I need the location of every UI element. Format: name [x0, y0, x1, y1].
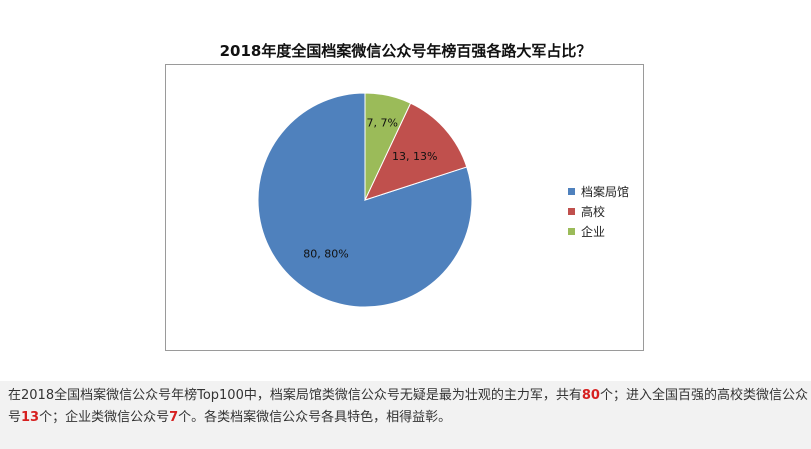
pie-chart: 80, 80% 13, 13% 7, 7% [257, 92, 473, 308]
pie-data-label-2: 7, 7% [367, 117, 398, 130]
pie-slice-1 [364, 102, 468, 201]
description-text: 在2018全国档案微信公众号年榜Top100中，档案局馆类微信公众号无疑是最为壮… [0, 381, 811, 429]
description-part-1: 在2018全国档案微信公众号年榜Top100中，档案局馆类微信公众号无疑是最为壮… [8, 388, 582, 403]
description-part-2: 个；进入全国百强的高校类微信公众号 [8, 388, 808, 425]
legend-item-0: 档案局馆 [568, 181, 629, 201]
legend-item-2: 企业 [568, 221, 629, 241]
chart-legend: 档案局馆 高校 企业 [568, 181, 629, 241]
legend-label-2: 企业 [581, 224, 606, 239]
pie-slice-0 [257, 92, 473, 308]
description-part-3: 个；企业类微信公众号 [39, 410, 170, 425]
description-part-4: 个。各类档案微信公众号各具特色，相得益彰。 [178, 410, 452, 425]
pie-slice-2 [364, 92, 412, 201]
legend-label-1: 高校 [581, 204, 606, 219]
description-box: 在2018全国档案微信公众号年榜Top100中，档案局馆类微信公众号无疑是最为壮… [0, 381, 811, 449]
legend-item-1: 高校 [568, 201, 629, 221]
pie-data-label-0: 80, 80% [303, 248, 348, 261]
legend-label-0: 档案局馆 [581, 184, 630, 199]
chart-title: 2018年度全国档案微信公众号年榜百强各路大军占比？ [219, 42, 592, 60]
chart-plot-area: 80, 80% 13, 13% 7, 7% [165, 64, 644, 351]
highlight-enterprise-count: 7 [169, 410, 179, 425]
pie-data-label-1: 13, 13% [392, 150, 437, 163]
legend-swatch-0 [568, 187, 575, 195]
legend-swatch-1 [568, 207, 575, 215]
highlight-archive-count: 80 [581, 388, 600, 403]
highlight-university-count: 13 [21, 410, 40, 425]
legend-swatch-2 [568, 227, 575, 235]
